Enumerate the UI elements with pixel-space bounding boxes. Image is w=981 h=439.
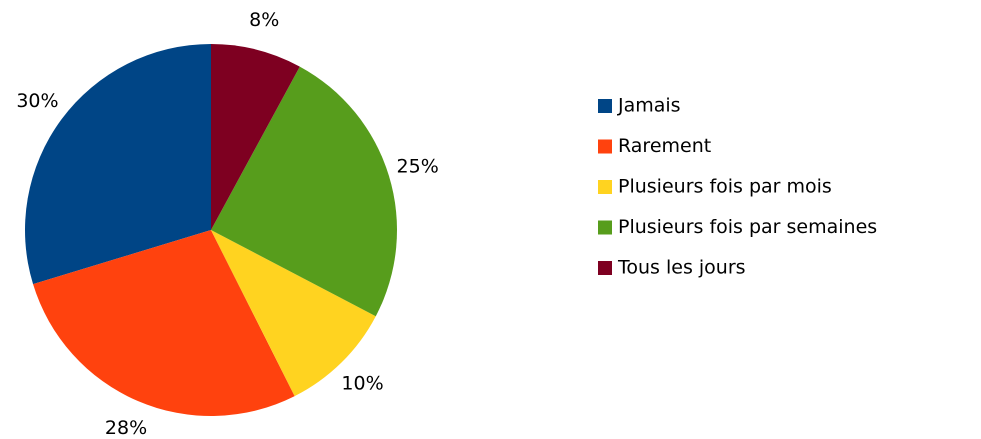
legend-swatch bbox=[598, 99, 612, 113]
legend-label: Rarement bbox=[618, 135, 711, 157]
data-label: 8% bbox=[249, 9, 279, 31]
legend-label: Jamais bbox=[617, 95, 681, 117]
data-label: 30% bbox=[16, 90, 58, 112]
data-label: 28% bbox=[105, 417, 147, 439]
pie-slice bbox=[24, 44, 211, 285]
legend-swatch bbox=[598, 139, 612, 154]
data-label: 25% bbox=[397, 156, 439, 178]
data-label: 10% bbox=[341, 372, 383, 394]
pie-slice bbox=[33, 230, 295, 416]
pie-slice bbox=[211, 44, 300, 230]
legend-label: Plusieurs fois par semaines bbox=[618, 216, 877, 238]
legend-label: Tous les jours bbox=[617, 257, 746, 279]
legend-swatch bbox=[598, 220, 612, 235]
legend-swatch bbox=[598, 180, 612, 194]
pie-slice bbox=[211, 66, 397, 317]
legend-swatch bbox=[598, 261, 612, 275]
legend-label: Plusieurs fois par mois bbox=[618, 176, 832, 198]
pie-slice bbox=[211, 230, 376, 397]
